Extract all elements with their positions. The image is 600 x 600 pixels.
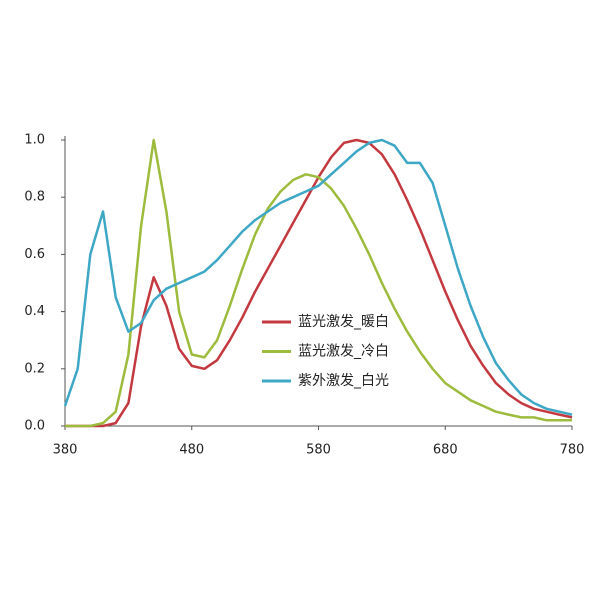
y-tick-label: 1.0 — [24, 133, 45, 148]
x-tick-label: 680 — [433, 443, 458, 458]
y-tick-label: 0.8 — [24, 190, 45, 205]
legend-label: 蓝光激发_暖白 — [298, 313, 389, 330]
x-tick-label: 480 — [179, 443, 204, 458]
y-tick-label: 0.6 — [24, 247, 45, 262]
series-line — [65, 138, 572, 428]
legend-label: 蓝光激发_冷白 — [298, 343, 389, 360]
x-tick-label: 780 — [560, 443, 585, 458]
x-tick-label: 380 — [53, 443, 78, 458]
y-tick-label: 0.4 — [24, 304, 45, 319]
y-tick-label: 0.0 — [24, 419, 45, 434]
x-tick-label: 580 — [306, 443, 331, 458]
y-tick-label: 0.2 — [24, 361, 45, 376]
legend-label: 紫外激发_白光 — [298, 372, 389, 389]
series-line — [63, 138, 573, 416]
